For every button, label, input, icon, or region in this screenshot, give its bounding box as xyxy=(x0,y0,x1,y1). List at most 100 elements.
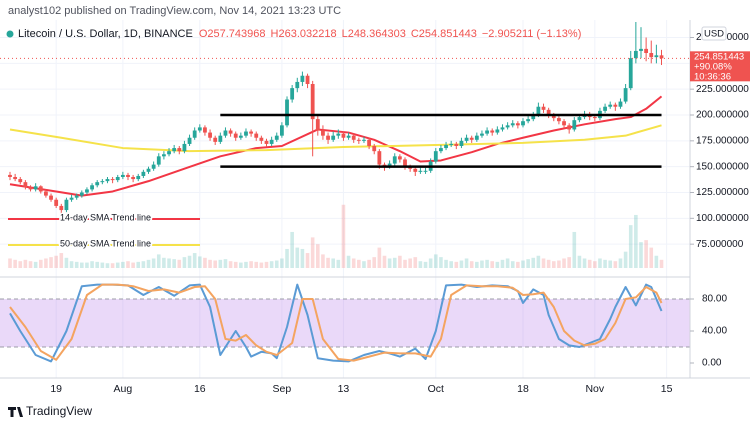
volume-bar xyxy=(439,257,443,268)
candle-body xyxy=(192,130,197,138)
volume-bar xyxy=(249,261,253,268)
volume-bar xyxy=(244,261,248,268)
volume-bar xyxy=(239,262,243,268)
volume-bar xyxy=(100,262,105,268)
candle-body xyxy=(218,135,223,142)
candle-body xyxy=(423,170,428,172)
candle-body xyxy=(480,133,484,136)
volume-bar xyxy=(264,261,269,268)
volume-bar xyxy=(392,257,397,268)
candle-body xyxy=(182,143,187,152)
volume-bar xyxy=(69,261,74,268)
x-tick-label: 16 xyxy=(194,383,206,395)
last-price-label: 10:36:36 xyxy=(694,71,731,82)
x-tick-label: 15 xyxy=(661,383,673,395)
oscillator-band xyxy=(0,299,690,347)
y-tick-label: 200.000000 xyxy=(696,110,749,121)
volume-bar xyxy=(654,255,659,268)
volume-bar xyxy=(115,262,120,268)
candle-body xyxy=(54,199,59,206)
candle-body xyxy=(628,58,633,89)
candle-body xyxy=(639,48,643,51)
volume-bar xyxy=(644,240,648,268)
volume-bar xyxy=(280,258,284,268)
candle-body xyxy=(321,130,325,136)
volume-bar xyxy=(90,261,94,268)
volume-bar xyxy=(459,260,464,268)
candle-body xyxy=(203,127,207,133)
candle-body xyxy=(295,81,300,89)
volume-bar xyxy=(336,259,341,268)
volume-bar xyxy=(582,258,587,268)
volume-bar xyxy=(208,259,212,268)
candle-body xyxy=(449,143,454,145)
volume-bar xyxy=(259,262,264,268)
volume-bar xyxy=(146,259,151,268)
candle-body xyxy=(326,135,330,140)
volume-bar xyxy=(346,255,351,268)
candle-body xyxy=(177,148,182,152)
candle-body xyxy=(515,123,520,126)
volume-bar xyxy=(218,259,223,268)
volume-bar xyxy=(603,259,607,268)
candle-body xyxy=(433,151,438,162)
candle-body xyxy=(362,139,366,141)
candle-body xyxy=(392,156,397,164)
candle-body xyxy=(146,168,151,172)
volume-bar xyxy=(177,259,182,268)
candle-body xyxy=(521,121,525,126)
volume-bar xyxy=(510,261,515,268)
volume-bar xyxy=(274,260,279,268)
ohlc-value: L248.364303 xyxy=(342,28,406,40)
volume-bar xyxy=(351,258,356,268)
volume-bar xyxy=(608,260,613,268)
volume-bar xyxy=(136,261,141,268)
volume-bar xyxy=(192,253,197,268)
candle-body xyxy=(367,139,371,146)
candle-body xyxy=(372,146,377,152)
candle-body xyxy=(500,127,505,130)
y-tick-label: 75.000000 xyxy=(696,239,744,250)
ohlc-value: C254.851443 xyxy=(411,28,477,40)
y-tick-label: 80.00 xyxy=(702,294,727,305)
candle-body xyxy=(59,205,64,211)
candle-body xyxy=(572,120,577,130)
candle-body xyxy=(274,135,279,140)
volume-bar xyxy=(598,258,602,268)
currency-label: USD xyxy=(704,29,724,40)
candle-body xyxy=(100,181,105,183)
candle-body xyxy=(290,88,295,100)
x-tick-label: Oct xyxy=(428,383,444,395)
volume-bar xyxy=(233,261,238,268)
volume-bar xyxy=(300,248,305,268)
candle-body xyxy=(305,75,310,84)
candle-body xyxy=(151,164,156,169)
candle-body xyxy=(633,50,638,59)
candle-body xyxy=(644,48,649,53)
candle-body xyxy=(387,163,392,167)
volume-bar xyxy=(131,262,135,268)
volume-bar xyxy=(44,258,48,268)
candle-body xyxy=(223,130,228,136)
status-dot xyxy=(6,30,14,38)
volume-bar xyxy=(531,257,536,268)
ohlc-value: −2.905211 (−1.13%) xyxy=(482,28,581,40)
candle-body xyxy=(531,115,536,120)
footer-logo xyxy=(8,407,23,417)
volume-bar xyxy=(490,261,495,268)
volume-bar xyxy=(516,261,520,268)
volume-bar xyxy=(500,259,505,268)
symbol: Litecoin / U.S. Dollar, 1D, BINANCE xyxy=(18,28,193,40)
candle-body xyxy=(592,117,597,119)
volume-bar xyxy=(618,258,623,268)
candle-body xyxy=(659,55,664,59)
plot: 14-day SMA Trend line 50-day SMA Trend li… xyxy=(0,22,690,363)
candle-body xyxy=(69,197,74,200)
candle-body xyxy=(208,132,212,138)
volume-bar xyxy=(587,259,592,268)
candle-body xyxy=(197,127,202,131)
volume-bar xyxy=(454,261,459,268)
volume-bar xyxy=(536,255,541,268)
x-tick-label: Nov xyxy=(585,383,604,395)
